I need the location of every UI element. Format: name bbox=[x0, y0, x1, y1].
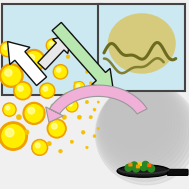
Circle shape bbox=[5, 69, 12, 76]
FancyBboxPatch shape bbox=[147, 163, 151, 167]
Circle shape bbox=[35, 143, 40, 148]
Circle shape bbox=[0, 42, 15, 57]
Circle shape bbox=[47, 141, 51, 146]
Ellipse shape bbox=[117, 165, 170, 177]
Circle shape bbox=[33, 141, 46, 154]
Circle shape bbox=[89, 82, 92, 85]
FancyBboxPatch shape bbox=[136, 165, 140, 168]
Circle shape bbox=[47, 119, 66, 138]
Circle shape bbox=[40, 83, 55, 98]
Circle shape bbox=[55, 66, 66, 77]
Circle shape bbox=[105, 87, 169, 151]
Circle shape bbox=[100, 85, 183, 168]
Circle shape bbox=[93, 93, 96, 96]
Circle shape bbox=[99, 84, 186, 171]
FancyBboxPatch shape bbox=[138, 162, 142, 166]
Circle shape bbox=[77, 115, 81, 119]
Circle shape bbox=[23, 50, 45, 71]
Circle shape bbox=[49, 42, 53, 46]
Circle shape bbox=[133, 165, 139, 172]
Circle shape bbox=[59, 149, 62, 153]
Polygon shape bbox=[38, 34, 72, 70]
Circle shape bbox=[104, 86, 172, 154]
Circle shape bbox=[68, 102, 72, 106]
Circle shape bbox=[2, 66, 21, 85]
Circle shape bbox=[49, 121, 64, 136]
Circle shape bbox=[93, 108, 96, 111]
Circle shape bbox=[18, 86, 23, 91]
Polygon shape bbox=[8, 42, 47, 86]
Circle shape bbox=[85, 100, 89, 104]
FancyBboxPatch shape bbox=[167, 169, 188, 175]
Circle shape bbox=[97, 101, 99, 103]
Circle shape bbox=[41, 85, 53, 97]
Circle shape bbox=[43, 87, 48, 91]
Circle shape bbox=[0, 122, 27, 150]
Circle shape bbox=[3, 103, 16, 116]
Circle shape bbox=[81, 63, 85, 66]
Circle shape bbox=[75, 83, 84, 91]
Circle shape bbox=[2, 43, 14, 55]
Circle shape bbox=[57, 68, 61, 72]
Circle shape bbox=[81, 130, 85, 134]
Circle shape bbox=[16, 115, 22, 120]
Circle shape bbox=[62, 115, 67, 119]
Circle shape bbox=[101, 85, 180, 164]
Circle shape bbox=[6, 106, 10, 110]
Bar bbox=[2, 4, 102, 94]
Circle shape bbox=[14, 82, 32, 100]
Circle shape bbox=[142, 161, 149, 168]
Circle shape bbox=[67, 101, 77, 111]
Circle shape bbox=[131, 162, 138, 169]
Circle shape bbox=[103, 86, 175, 158]
Circle shape bbox=[97, 127, 100, 130]
Circle shape bbox=[23, 102, 45, 124]
Circle shape bbox=[96, 83, 189, 181]
Circle shape bbox=[102, 85, 178, 161]
Circle shape bbox=[93, 135, 96, 138]
Circle shape bbox=[3, 45, 8, 50]
Circle shape bbox=[2, 125, 25, 147]
Circle shape bbox=[25, 52, 43, 69]
Circle shape bbox=[97, 84, 189, 178]
Circle shape bbox=[74, 81, 77, 85]
Circle shape bbox=[39, 107, 44, 112]
Circle shape bbox=[95, 83, 189, 185]
Circle shape bbox=[48, 40, 58, 51]
Circle shape bbox=[85, 70, 88, 73]
Ellipse shape bbox=[108, 13, 176, 74]
FancyBboxPatch shape bbox=[128, 163, 132, 167]
Circle shape bbox=[98, 84, 189, 175]
Circle shape bbox=[51, 123, 57, 129]
Circle shape bbox=[46, 39, 60, 52]
Circle shape bbox=[77, 84, 80, 87]
Circle shape bbox=[125, 164, 132, 171]
Circle shape bbox=[66, 55, 70, 59]
Circle shape bbox=[32, 139, 48, 155]
Circle shape bbox=[64, 93, 68, 96]
Circle shape bbox=[15, 84, 30, 98]
Circle shape bbox=[28, 54, 35, 61]
Circle shape bbox=[66, 100, 78, 112]
Circle shape bbox=[40, 77, 44, 81]
Polygon shape bbox=[46, 85, 147, 122]
Polygon shape bbox=[52, 22, 113, 91]
Circle shape bbox=[70, 140, 74, 143]
Circle shape bbox=[86, 146, 88, 149]
Circle shape bbox=[0, 64, 23, 87]
Circle shape bbox=[25, 105, 43, 122]
Circle shape bbox=[24, 130, 29, 135]
Circle shape bbox=[53, 65, 68, 79]
Circle shape bbox=[5, 128, 14, 137]
Circle shape bbox=[89, 115, 92, 119]
Bar bbox=[98, 4, 185, 91]
Circle shape bbox=[148, 165, 155, 172]
Circle shape bbox=[106, 87, 166, 147]
Circle shape bbox=[4, 104, 15, 115]
Circle shape bbox=[28, 107, 35, 114]
Circle shape bbox=[51, 104, 55, 108]
Circle shape bbox=[28, 73, 33, 78]
Circle shape bbox=[74, 82, 85, 92]
Circle shape bbox=[140, 164, 147, 171]
